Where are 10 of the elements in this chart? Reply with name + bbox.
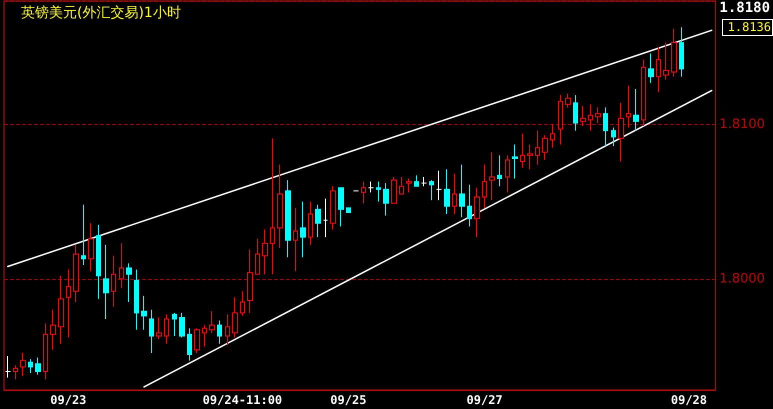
y-tick-label: 1.8180 bbox=[719, 0, 770, 16]
x-tick-label: 09/23 bbox=[50, 393, 86, 407]
y-tick-label: 1.8100 bbox=[719, 116, 765, 132]
x-tick-label: 09/24-11:00 bbox=[202, 393, 282, 407]
y-tick-label: 1.8000 bbox=[719, 271, 765, 286]
x-tick-label: 09/25 bbox=[330, 393, 366, 407]
chart-title: 英镑美元(外汇交易)1小时 bbox=[21, 5, 181, 21]
x-tick-label: 09/27 bbox=[466, 393, 503, 407]
x-tick-label: 09/28 bbox=[670, 393, 707, 407]
text: 1.8136 bbox=[728, 20, 772, 34]
